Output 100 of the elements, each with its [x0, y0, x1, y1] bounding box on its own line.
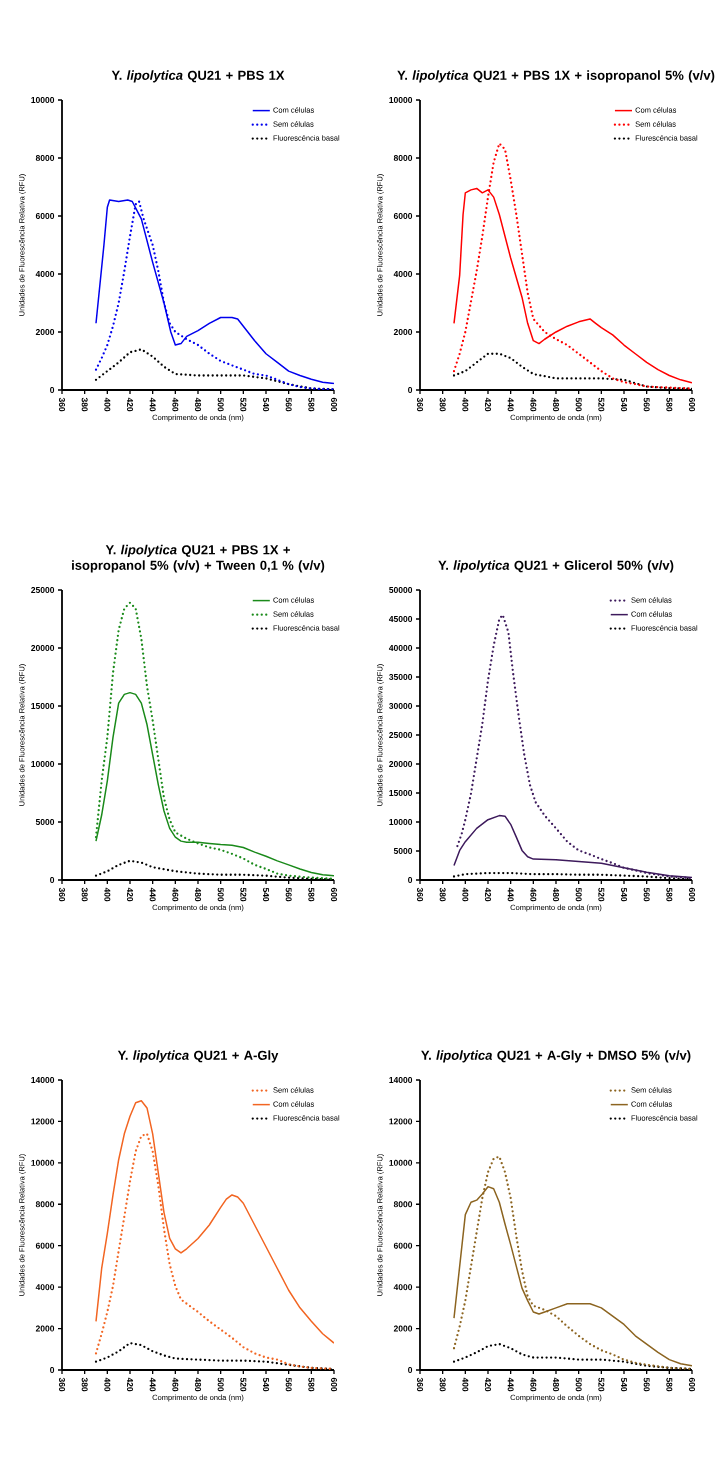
x-tick-label: 560	[285, 397, 292, 412]
y-tick-label: 40000	[388, 644, 413, 651]
x-tick-label: 560	[643, 1377, 650, 1392]
x-tick-label: 460	[172, 1377, 179, 1392]
y-tick-label: 6000	[35, 1242, 55, 1249]
x-tick-label: 560	[285, 887, 292, 902]
x-tick-label: 560	[285, 1377, 292, 1392]
y-tick-label: 2000	[393, 328, 413, 335]
x-tick-label: 480	[552, 397, 559, 412]
y-tick-label: 4000	[35, 1284, 55, 1291]
x-tick-label: 440	[507, 1377, 514, 1392]
chart-title: Y. lipolytica QU21 + A-Gly	[117, 1050, 279, 1063]
x-tick-label: 400	[462, 397, 469, 412]
x-tick-label: 580	[308, 887, 315, 902]
x-tick-label: 460	[530, 397, 537, 412]
x-tick-label: 480	[552, 887, 559, 902]
x-tick-label: 540	[620, 397, 627, 412]
y-tick-label: 25000	[31, 586, 55, 593]
x-tick-label: 480	[552, 1377, 559, 1392]
x-tick-label: 600	[330, 887, 337, 902]
y-tick-label: 0	[50, 876, 55, 883]
y-tick-label: 8000	[35, 154, 55, 161]
y-tick-label: 14000	[31, 1076, 55, 1083]
y-tick-label: 4000	[393, 1284, 413, 1291]
chart-title: Y. lipolytica QU21 + PBS 1X	[111, 70, 285, 83]
x-tick-label: 400	[462, 1377, 469, 1392]
x-tick-label: 500	[575, 887, 582, 902]
y-tick-label: 6000	[35, 212, 55, 219]
x-tick-label: 460	[172, 397, 179, 412]
x-tick-label: 440	[149, 1377, 156, 1392]
x-tick-label: 520	[598, 397, 605, 412]
x-tick-label: 600	[688, 887, 695, 902]
chart-title: Y. lipolytica QU21 + A-Gly + DMSO 5% (v/v)	[421, 1050, 691, 1063]
y-tick-label: 2000	[35, 328, 55, 335]
x-tick-label: 360	[58, 397, 66, 412]
y-tick-label: 2000	[393, 1325, 413, 1332]
x-tick-label: 420	[484, 1377, 491, 1392]
x-tick-label: 600	[330, 397, 337, 412]
x-tick-label: 520	[598, 887, 605, 902]
x-tick-label: 500	[575, 1377, 582, 1392]
y-tick-label: 8000	[393, 154, 413, 161]
x-tick-label: 580	[308, 397, 315, 412]
y-tick-label: 10000	[389, 1159, 413, 1166]
x-tick-label: 380	[439, 1377, 446, 1392]
y-tick-label: 12000	[389, 1118, 413, 1125]
y-tick-label: 10000	[389, 818, 413, 825]
y-tick-label: 6000	[393, 1242, 413, 1249]
chart-title: Y. lipolytica QU21 + PBS 1X + isopropanol 5% (v/v)	[397, 70, 715, 83]
y-tick-label: 14000	[389, 1076, 413, 1083]
x-tick-label: 480	[194, 887, 201, 902]
x-tick-label: 600	[330, 1377, 337, 1392]
x-tick-label: 460	[530, 1377, 537, 1392]
x-tick-label: 520	[240, 1377, 247, 1392]
x-tick-label: 540	[620, 1377, 627, 1392]
y-tick-label: 0	[408, 876, 413, 883]
x-tick-label: 500	[575, 397, 582, 412]
x-tick-label: 420	[484, 887, 491, 902]
x-tick-label: 360	[416, 887, 424, 902]
x-tick-label: 380	[81, 397, 88, 412]
x-tick-label: 380	[439, 397, 446, 412]
x-tick-label: 360	[416, 397, 424, 412]
y-tick-label: 0	[408, 386, 413, 393]
y-tick-label: 0	[408, 1366, 413, 1373]
y-tick-label: 4000	[35, 270, 55, 277]
x-tick-label: 540	[262, 887, 269, 902]
y-tick-label: 15000	[389, 789, 413, 796]
y-tick-label: 4000	[393, 270, 413, 277]
y-tick-label: 12000	[31, 1118, 55, 1125]
x-tick-label: 440	[507, 397, 514, 412]
x-tick-label: 580	[666, 887, 673, 902]
x-tick-label: 540	[262, 397, 269, 412]
x-tick-label: 480	[194, 1377, 201, 1392]
chart-title: Y. lipolytica QU21 + PBS 1X + isopropanol 5% (v/v) + Tween 0,1 % (v/v)	[72, 544, 325, 573]
y-tick-label: 10000	[31, 760, 55, 767]
x-tick-label: 440	[507, 887, 514, 902]
chart-title: Y. lipolytica QU21 + Glicerol 50% (v/v)	[438, 560, 674, 573]
x-tick-label: 500	[217, 887, 224, 902]
x-tick-label: 540	[262, 1377, 269, 1392]
x-tick-label: 380	[81, 887, 88, 902]
y-tick-label: 6000	[393, 212, 413, 219]
x-tick-label: 380	[439, 887, 446, 902]
y-tick-label: 8000	[393, 1201, 413, 1208]
y-tick-label: 45000	[388, 615, 413, 622]
x-tick-label: 480	[194, 397, 201, 412]
x-tick-label: 380	[81, 1377, 88, 1392]
x-tick-label: 400	[104, 887, 111, 902]
y-tick-label: 25000	[389, 731, 413, 738]
y-tick-label: 5000	[35, 818, 55, 825]
x-tick-label: 460	[172, 887, 179, 902]
x-tick-label: 580	[308, 1377, 315, 1392]
y-tick-label: 5000	[393, 847, 413, 854]
x-tick-label: 440	[149, 397, 156, 412]
x-tick-label: 540	[620, 887, 627, 902]
y-tick-label: 30000	[389, 702, 413, 710]
y-tick-label: 50000	[389, 587, 413, 593]
x-tick-label: 520	[240, 887, 247, 902]
x-tick-label: 400	[104, 397, 111, 412]
x-tick-label: 520	[598, 1377, 605, 1392]
y-tick-label: 35000	[389, 673, 413, 681]
x-tick-label: 520	[240, 397, 247, 412]
